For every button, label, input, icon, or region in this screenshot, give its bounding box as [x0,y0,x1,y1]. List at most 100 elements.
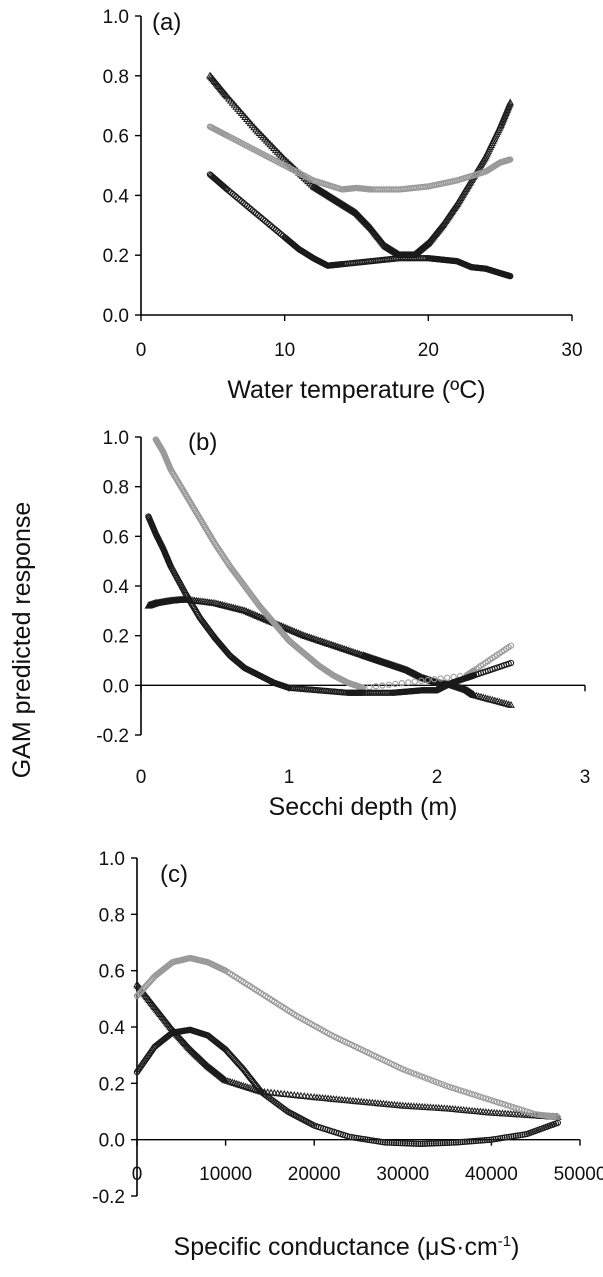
data-point-triangle [336,199,345,206]
data-point-triangle [507,700,515,708]
data-point-circle [386,1139,393,1146]
data-point-triangle [327,193,336,201]
y-tick-label: 0.8 [99,905,125,926]
data-point-circle [455,1139,462,1146]
data-point-circle [493,1098,501,1106]
data-point-circle [437,675,444,682]
x-tick-label: 0 [136,340,147,361]
y-tick-label: 0.6 [103,527,129,548]
data-point-circle [519,1131,526,1138]
data-point-circle [410,1140,418,1147]
data-point-circle [381,1139,389,1146]
data-point-circle [492,1135,499,1143]
data-point-triangle [342,645,351,653]
data-point-circle [494,1135,502,1142]
data-point-circle [419,1073,426,1080]
data-point-circle [427,1076,434,1083]
data-point-triangle [298,630,306,638]
data-point-triangle [288,626,297,634]
data-point-triangle [385,244,394,252]
data-point-triangle [335,643,343,651]
data-point-triangle [346,205,355,213]
data-point-triangle [344,204,353,211]
data-point-triangle [314,636,323,644]
data-point-circle [406,1140,413,1147]
data-point-circle [359,1135,367,1143]
data-point-triangle [330,195,338,203]
data-point-circle [424,1075,431,1082]
data-point-triangle [322,638,330,646]
x-axis-title: Secchi depth (m) [269,793,458,821]
data-point-triangle [390,247,399,255]
data-point-circle [507,156,514,163]
x-tick-label: 50000 [554,1164,603,1185]
data-point-circle [441,1139,449,1147]
y-tick-label: 0.4 [99,1018,126,1039]
data-point-circle [379,682,386,689]
data-point-circle [412,1140,420,1147]
data-point-circle [377,1138,384,1145]
data-point-circle [457,1138,464,1146]
data-point-triangle [299,631,308,639]
data-point-triangle [341,202,350,210]
data-point-circle [267,222,274,229]
data-point-circle [529,1110,537,1117]
data-point-triangle [296,629,304,637]
data-point-circle [405,679,412,686]
data-point-circle [452,1139,460,1146]
data-point-triangle [323,191,332,199]
data-point-triangle [317,187,326,195]
data-point-triangle [314,185,323,193]
data-point-circle [472,1137,480,1145]
data-point-circle [407,1069,415,1076]
data-point-triangle [294,629,303,637]
data-point-circle [430,1140,437,1147]
x-axis-title-superscript: -1 [498,1233,511,1250]
data-point-circle [502,1101,509,1108]
series-circle-1 [206,123,514,193]
x-tick-label: 20000 [288,1164,341,1185]
data-point-circle [510,1132,517,1140]
data-point-circle [450,1139,457,1146]
data-point-circle [258,214,265,221]
data-point-circle [513,1105,520,1112]
data-point-circle [435,1079,442,1087]
y-tick-label: 0.2 [103,246,129,267]
x-tick-label: 1 [284,767,295,788]
data-point-circle [370,1137,378,1144]
data-point-circle [233,193,240,201]
data-point-triangle [348,647,356,655]
series-triangle-0 [206,71,515,258]
data-point-circle [249,207,256,214]
data-point-circle [446,1139,453,1146]
data-point-circle [355,1135,362,1142]
data-point-circle [490,1136,497,1143]
data-point-circle [397,1139,404,1147]
data-point-circle [443,1139,451,1146]
data-point-circle [470,1137,477,1145]
data-point-triangle [332,196,341,204]
data-point-circle [261,217,269,224]
data-point-circle [416,1072,423,1079]
data-point-circle [477,1137,484,1144]
data-point-circle [234,195,242,202]
data-point-circle [388,1139,395,1146]
data-point-circle [401,1140,409,1147]
data-point-circle [364,1136,371,1143]
data-point-circle [263,219,270,226]
data-point-circle [240,199,247,207]
panel-c: -0.2 0.0 0.2 0.4 0.6 0.8 1.0 0 10000 20000 30000 40… [92,849,603,1261]
data-point-circle [277,231,285,238]
x-tick-label: 2 [432,767,443,788]
data-point-triangle [316,637,325,644]
x-tick-label: 3 [580,767,591,788]
y-tick-label: 1.0 [99,849,125,870]
data-point-triangle [384,243,392,251]
data-point-circle [390,1139,398,1146]
x-tick-label: 30 [561,340,582,361]
data-point-triangle [318,637,327,645]
data-point-triangle [333,642,341,650]
data-point-circle [259,216,267,223]
data-point-circle [460,1088,467,1095]
data-point-circle [503,1134,511,1141]
